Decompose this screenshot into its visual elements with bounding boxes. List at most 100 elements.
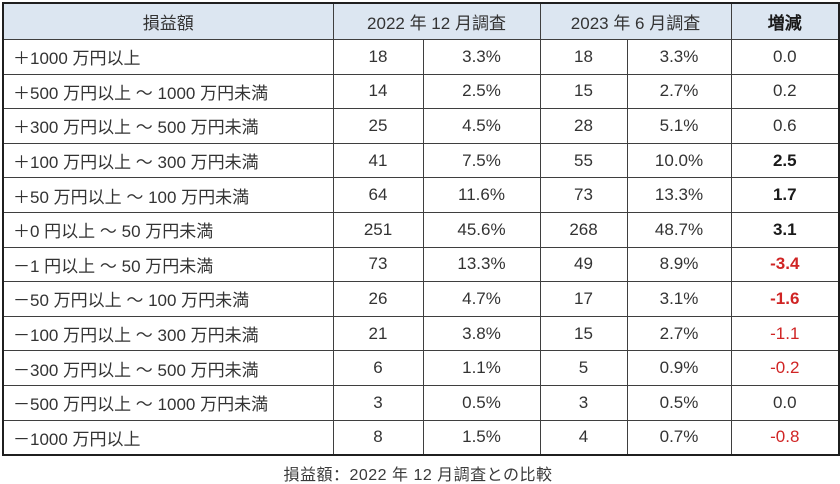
count-2023: 4 xyxy=(539,419,628,456)
count-2022: 21 xyxy=(332,315,424,352)
row-label: ＋1000 万円以上 xyxy=(2,39,334,75)
diff-value: 0.0 xyxy=(772,392,797,412)
pct-2023: 0.9% xyxy=(626,350,732,386)
count-2023: 73 xyxy=(539,177,628,213)
count-2022: 8 xyxy=(332,419,424,456)
pct-2023: 2.7% xyxy=(626,315,732,352)
count-2023: 55 xyxy=(539,142,628,179)
pct-2022: 7.5% xyxy=(422,142,541,179)
diff-value-cell: 1.7 xyxy=(730,177,840,213)
count-2022: 26 xyxy=(332,281,424,317)
header-diff-column: 増減 xyxy=(730,2,840,40)
row-label: ＋50 万円以上 ～ 100 万円未満 xyxy=(2,177,334,213)
pct-2023: 13.3% xyxy=(626,177,732,213)
table-row: ＋500 万円以上 ～ 1000 万円未満 14 2.5% 15 2.7% 0.… xyxy=(2,73,840,110)
pct-2022: 11.6% xyxy=(422,177,541,213)
table-row: －100 万円以上 ～ 300 万円未満 21 3.8% 15 2.7% -1.… xyxy=(2,315,840,352)
pct-2022: 1.1% xyxy=(422,350,541,386)
count-2022: 251 xyxy=(332,211,424,248)
row-label: －1000 万円以上 xyxy=(2,419,334,456)
count-2023: 49 xyxy=(539,246,628,283)
diff-value-cell: 2.5 xyxy=(730,142,840,179)
diff-value-cell: -3.4 xyxy=(730,246,840,283)
pct-2023: 5.1% xyxy=(626,108,732,144)
count-2022: 41 xyxy=(332,142,424,179)
diff-value-cell: 0.0 xyxy=(730,39,840,75)
pct-2023: 0.7% xyxy=(626,419,732,456)
pct-2022: 4.7% xyxy=(422,281,541,317)
count-2022: 3 xyxy=(332,384,424,421)
table-row: －1000 万円以上 8 1.5% 4 0.7% -0.8 xyxy=(2,419,840,456)
table-row: －300 万円以上 ～ 500 万円未満 6 1.1% 5 0.9% -0.2 xyxy=(2,350,840,386)
diff-value-cell: -1.6 xyxy=(730,281,840,317)
diff-value-cell: 0.6 xyxy=(730,108,840,144)
pct-2023: 3.1% xyxy=(626,281,732,317)
diff-value-cell: -1.1 xyxy=(730,315,840,352)
pct-2022: 45.6% xyxy=(422,211,541,248)
pct-2023: 0.5% xyxy=(626,384,732,421)
row-label: ＋300 万円以上 ～ 500 万円未満 xyxy=(2,108,334,144)
row-label: －50 万円以上 ～ 100 万円未満 xyxy=(2,281,334,317)
count-2023: 5 xyxy=(539,350,628,386)
count-2023: 3 xyxy=(539,384,628,421)
row-label: －100 万円以上 ～ 300 万円未満 xyxy=(2,315,334,352)
diff-value: -1.1 xyxy=(770,323,800,343)
count-2022: 18 xyxy=(332,39,424,75)
table-row: ＋1000 万円以上 18 3.3% 18 3.3% 0.0 xyxy=(2,39,840,75)
count-2022: 73 xyxy=(332,246,424,283)
header-survey-2022-12: 2022 年 12 月調査 xyxy=(332,2,541,40)
pct-2022: 3.3% xyxy=(422,39,541,75)
table-row: －1 円以上 ～ 50 万円未満 73 13.3% 49 8.9% -3.4 xyxy=(2,246,840,283)
diff-value-cell: -0.8 xyxy=(730,419,840,456)
pct-2022: 4.5% xyxy=(422,108,541,144)
count-2023: 28 xyxy=(539,108,628,144)
pct-2022: 13.3% xyxy=(422,246,541,283)
table-row: ＋50 万円以上 ～ 100 万円未満 64 11.6% 73 13.3% 1.… xyxy=(2,177,840,213)
count-2023: 17 xyxy=(539,281,628,317)
count-2022: 64 xyxy=(332,177,424,213)
diff-value-cell: 3.1 xyxy=(730,211,840,248)
table-row: ＋0 円以上 ～ 50 万円未満 251 45.6% 268 48.7% 3.1 xyxy=(2,211,840,248)
diff-value: -0.8 xyxy=(770,427,800,447)
diff-value: -0.2 xyxy=(770,358,800,378)
row-label: ＋500 万円以上 ～ 1000 万円未満 xyxy=(2,73,334,110)
diff-value-cell: 0.0 xyxy=(730,384,840,421)
count-2022: 6 xyxy=(332,350,424,386)
table-row: ＋300 万円以上 ～ 500 万円未満 25 4.5% 28 5.1% 0.6 xyxy=(2,108,840,144)
pct-2022: 2.5% xyxy=(422,73,541,110)
diff-value: 1.7 xyxy=(772,185,797,205)
table-row: －500 万円以上 ～ 1000 万円未満 3 0.5% 3 0.5% 0.0 xyxy=(2,384,840,421)
pct-2022: 1.5% xyxy=(422,419,541,456)
table-row: －50 万円以上 ～ 100 万円未満 26 4.7% 17 3.1% -1.6 xyxy=(2,281,840,317)
row-label: －500 万円以上 ～ 1000 万円未満 xyxy=(2,384,334,421)
pct-2023: 2.7% xyxy=(626,73,732,110)
table-caption: 損益額：2022 年 12 月調査との比較 xyxy=(283,467,553,484)
count-2023: 18 xyxy=(539,39,628,75)
pct-2023: 10.0% xyxy=(626,142,732,179)
pct-2023: 8.9% xyxy=(626,246,732,283)
count-2022: 25 xyxy=(332,108,424,144)
row-label: ＋0 円以上 ～ 50 万円未満 xyxy=(2,211,334,248)
count-2022: 14 xyxy=(332,73,424,110)
diff-value: 3.1 xyxy=(772,219,797,239)
profit-loss-comparison-table: 損益額 2022 年 12 月調査 2023 年 6 月調査 増減 ＋1000 … xyxy=(2,2,840,457)
row-label: ＋100 万円以上 ～ 300 万円未満 xyxy=(2,142,334,179)
count-2023: 268 xyxy=(539,211,628,248)
header-amount-column: 損益額 xyxy=(2,2,334,40)
diff-value: 0.0 xyxy=(772,46,797,66)
diff-value: 2.5 xyxy=(772,150,797,170)
table-header-row: 損益額 2022 年 12 月調査 2023 年 6 月調査 増減 xyxy=(2,2,840,40)
count-2023: 15 xyxy=(539,315,628,352)
table-row: ＋100 万円以上 ～ 300 万円未満 41 7.5% 55 10.0% 2.… xyxy=(2,142,840,179)
pct-2022: 0.5% xyxy=(422,384,541,421)
row-label: －300 万円以上 ～ 500 万円未満 xyxy=(2,350,334,386)
diff-value: -1.6 xyxy=(770,288,800,308)
diff-value-cell: -0.2 xyxy=(730,350,840,386)
diff-value: 0.2 xyxy=(772,81,797,101)
header-survey-2023-06: 2023 年 6 月調査 xyxy=(539,2,732,40)
row-label: －1 円以上 ～ 50 万円未満 xyxy=(2,246,334,283)
count-2023: 15 xyxy=(539,73,628,110)
diff-value-cell: 0.2 xyxy=(730,73,840,110)
pct-2022: 3.8% xyxy=(422,315,541,352)
